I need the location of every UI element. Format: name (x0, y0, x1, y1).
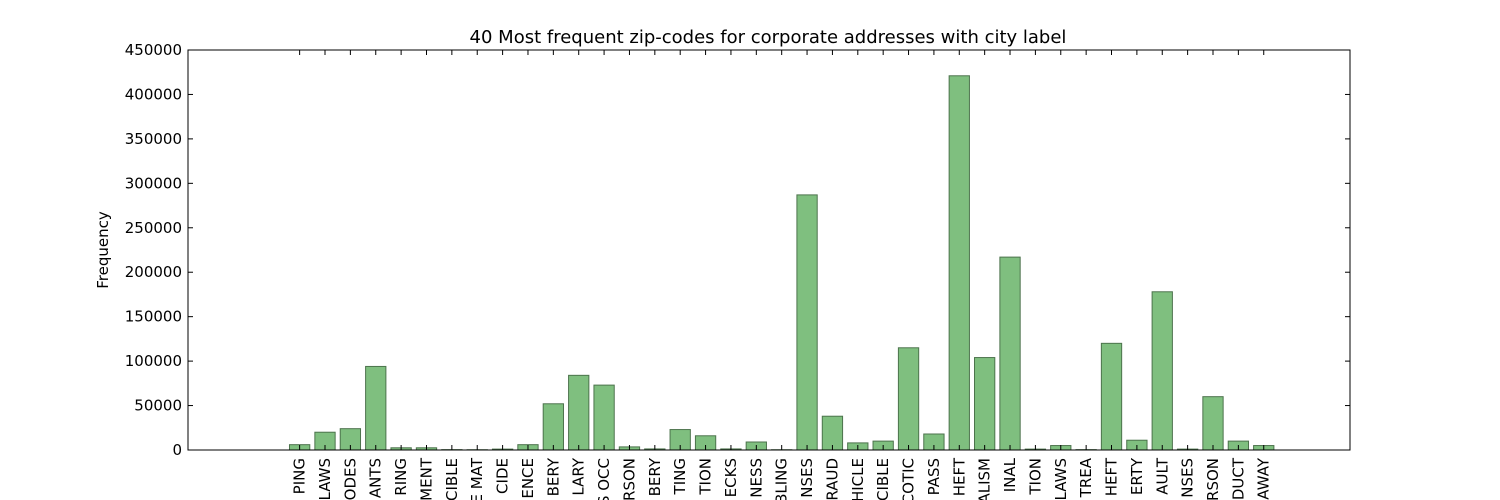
x-tick-label: RSON (1204, 458, 1222, 500)
bar (897, 347, 920, 451)
y-tick-label: 0 (172, 441, 182, 459)
y-tick-label: 250000 (125, 219, 182, 237)
x-tick-label: AULT (1153, 457, 1171, 495)
bar (1100, 342, 1123, 451)
x-tick-label: TREA (1077, 457, 1095, 498)
x-tick-label: AWAY (1255, 457, 1273, 500)
bar (974, 357, 996, 451)
bar (796, 194, 818, 451)
bar (821, 415, 844, 451)
y-axis-ticks: 0 50000 100000 150000 200000 250000 300000 3500… (125, 41, 1350, 459)
y-tick-label: 200000 (125, 263, 182, 281)
x-tick-label: ERTY (1128, 457, 1146, 495)
x-tick-label: LAWS (1052, 458, 1070, 500)
bars-layer (288, 75, 1275, 451)
x-tick-label: RAUD (823, 458, 841, 500)
x-tick-label: NSES (798, 458, 816, 498)
plot-frame (187, 49, 1351, 451)
bar (999, 256, 1021, 451)
x-tick-label: TING (671, 458, 689, 495)
x-tick-label: INAL (1001, 457, 1019, 492)
x-tick-label: MENT (417, 457, 435, 500)
x-tick-label: RING (392, 458, 410, 496)
x-tick-label: ANTS (367, 458, 385, 498)
y-tick-label: 450000 (125, 41, 182, 59)
x-tick-label: BERY (544, 457, 562, 496)
x-tick-label: HEFT (1103, 457, 1121, 496)
x-tick-label: TION (1026, 458, 1044, 496)
bar (1151, 291, 1173, 451)
x-tick-label: RSON (620, 458, 638, 500)
x-tick-label: ECKS (722, 458, 740, 497)
bar (948, 75, 970, 451)
x-tick-label: BLING (773, 458, 791, 500)
chart-title: 40 Most frequent zip-codes for corporate… (470, 27, 1067, 48)
x-tick-label: LAWS (316, 458, 334, 500)
bar (365, 365, 387, 451)
x-tick-label: PING (291, 458, 309, 494)
x-tick-label: LARY (570, 457, 588, 495)
x-tick-label: S OCC (595, 458, 613, 500)
bar (542, 403, 564, 451)
y-tick-label: 50000 (134, 397, 182, 415)
y-tick-label: 400000 (125, 85, 182, 103)
y-tick-label: 350000 (125, 130, 182, 148)
x-tick-label: DUCT (1229, 457, 1247, 500)
x-tick-label: COTIC (900, 458, 918, 500)
x-tick-label: BERY (646, 457, 664, 496)
x-tick-label: TION (697, 458, 715, 496)
x-tick-label: HICLE (849, 458, 867, 500)
x-tick-label: E MAT (468, 457, 486, 500)
x-tick-label: CIBLE (874, 458, 892, 500)
bar (1202, 396, 1224, 451)
x-tick-label: NESS (747, 458, 765, 498)
y-axis-label: Frequency (94, 211, 112, 289)
x-axis-ticks: PING LAWS ODES ANTS RING MENT CIBLE E MAT CIDE EN… (291, 50, 1273, 500)
x-tick-label: PASS (925, 458, 943, 495)
x-tick-label: CIBLE (443, 458, 461, 500)
x-tick-label: NSES (1179, 458, 1197, 498)
bar (568, 374, 590, 451)
y-tick-label: 100000 (125, 352, 182, 370)
y-tick-label: 300000 (125, 174, 182, 192)
x-tick-label: ODES (341, 458, 359, 500)
x-tick-label: CIDE (494, 458, 512, 494)
x-tick-label: ENCE (519, 458, 537, 499)
bar (593, 384, 615, 451)
y-tick-label: 150000 (125, 308, 182, 326)
x-tick-label: ALISM (976, 458, 994, 500)
x-tick-label: HEFT (950, 457, 968, 496)
